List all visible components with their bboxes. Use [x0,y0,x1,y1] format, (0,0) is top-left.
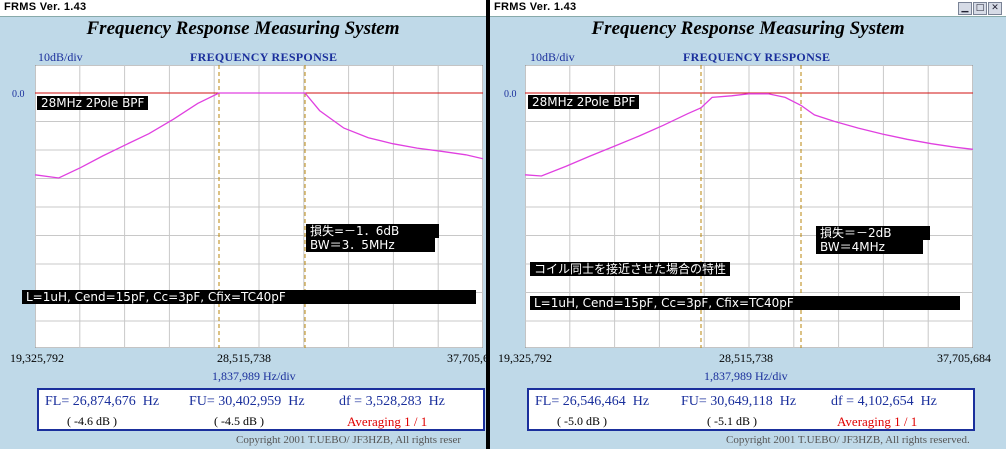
bandwidth-label: BW＝3．5MHz [306,238,435,252]
x-center-label: 28,515,738 [719,351,773,365]
minimize-button[interactable]: ▁ [958,2,972,15]
averaging-readout: Averaging 1 / 1 [837,414,918,429]
response-curve [35,92,483,179]
loss-label: 損失=－1．6dB [306,224,440,238]
title-bar[interactable]: FRMS Ver. 1.43 [0,0,486,17]
graph-title: FREQUENCY RESPONSE [683,50,831,64]
fl-readout: FL= 26,546,464 Hz [535,394,650,409]
response-curve [525,93,973,177]
fl-db-readout: ( -5.0 dB ) [557,414,607,428]
scale-label: 10dB/div [38,50,83,64]
loss-label: 損失＝－2dB [816,226,930,240]
params-label: L=1uH, Cend=15pF, Cc=3pF, Cfix=TC40pF [22,290,476,304]
averaging-readout: Averaging 1 / 1 [347,414,428,429]
title-bar[interactable]: FRMS Ver. 1.43 ▁ □ ✕ [490,0,1006,17]
fu-readout: FU= 30,649,118 Hz [681,394,797,409]
df-readout: df = 4,102,654 Hz [831,394,937,409]
fu-db-readout: ( -5.1 dB ) [707,414,757,428]
note-label: コイル同士を接近させた場合の特性 [530,262,731,276]
measurement-box: FL= 26,874,676 Hz FU= 30,402,959 Hz df =… [37,388,485,431]
x-start-label: 19,325,792 [10,351,64,365]
fu-readout: FU= 30,402,959 Hz [189,394,305,409]
zero-db-label: 0.0 [504,89,517,100]
close-button[interactable]: ✕ [988,2,1002,15]
app-title: Frequency Response Measuring System [86,18,400,39]
frms-window-right: FRMS Ver. 1.43 ▁ □ ✕ Frequency Response … [490,0,1006,449]
x-end-label: 37,705,6 [447,351,486,365]
x-center-label: 28,515,738 [217,351,271,365]
app-title: Frequency Response Measuring System [591,18,905,39]
scale-label: 10dB/div [530,50,575,64]
filter-label: 28MHz 2Pole BPF [528,95,640,109]
bandwidth-label: BW＝4MHz [816,240,923,254]
hz-per-div: 1,837,989 Hz/div [212,369,296,383]
zero-db-label: 0.0 [12,89,25,100]
copyright: Copyright 2001 T.UEBO/ JF3HZB, All right… [726,434,970,446]
measurement-box: FL= 26,546,464 Hz FU= 30,649,118 Hz df =… [527,388,975,431]
df-readout: df = 3,528,283 Hz [339,394,445,409]
window-title: FRMS Ver. 1.43 [4,1,87,13]
x-start-label: 19,325,792 [498,351,552,365]
fl-db-readout: ( -4.6 dB ) [67,414,117,428]
hz-per-div: 1,837,989 Hz/div [704,369,788,383]
copyright: Copyright 2001 T.UEBO/ JF3HZB, All right… [236,434,462,446]
x-end-label: 37,705,684 [937,351,991,365]
fu-db-readout: ( -4.5 dB ) [214,414,264,428]
params-label: L=1uH, Cend=15pF, Cc=3pF, Cfix=TC40pF [530,296,960,310]
window-title: FRMS Ver. 1.43 [494,1,577,13]
maximize-button[interactable]: □ [973,2,987,15]
frms-window-left: FRMS Ver. 1.43 Frequency Response Measur… [0,0,486,449]
fl-readout: FL= 26,874,676 Hz [45,394,160,409]
filter-label: 28MHz 2Pole BPF [37,96,149,110]
window-divider [486,0,490,449]
graph-title: FREQUENCY RESPONSE [190,50,338,64]
